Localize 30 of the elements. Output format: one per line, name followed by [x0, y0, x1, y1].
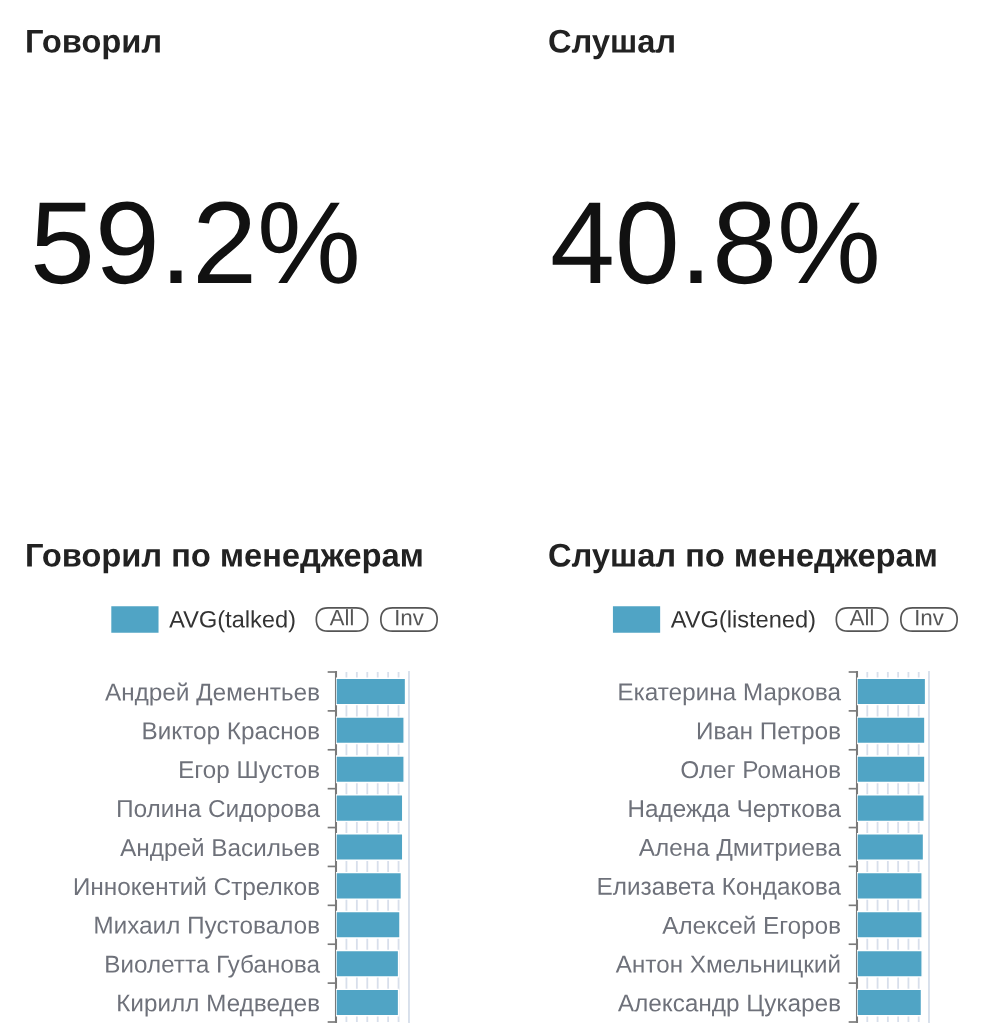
y-tick-label: Михаил Пустовалов [95, 916, 319, 939]
y-tick-label: Екатерина Маркова [619, 683, 842, 706]
text: Inv [916, 609, 944, 626]
text: All [849, 609, 873, 626]
y-tick-label: Иван Петров [697, 722, 840, 745]
y-tick-label: Кирилл Медведев [118, 994, 319, 1017]
y-tick-label: Елизавета Кондакова [598, 877, 842, 900]
y-tick-label: Андрей Васильев [120, 837, 319, 862]
text: Inv [396, 609, 424, 626]
y-tick-label: Виолетта Губанова [106, 954, 321, 978]
text: 59.2% [34, 201, 357, 285]
y-tick-label: Антон Хмельницкий [615, 954, 840, 978]
y-tick-label: Александр Цукарев [617, 994, 840, 1017]
y-tick-label: Виктор Краснов [143, 722, 319, 745]
y-tick-label: Олег Романов [681, 761, 840, 779]
text: Слушал [549, 29, 674, 60]
text: AVG(talked) [169, 610, 295, 633]
y-tick-label: Алексей Егоров [662, 915, 840, 939]
chart-title: Слушал по менеджерам [549, 543, 936, 574]
y-tick-label: Алена Дмитриева [638, 839, 842, 861]
text: Говорил [27, 29, 160, 60]
text: AVG(listened) [670, 610, 815, 633]
chart-title: Говорил по менеджерам [27, 543, 422, 574]
text: 40.8% [552, 201, 877, 285]
y-tick-label: Андрей Дементьев [105, 682, 319, 706]
text: All [329, 609, 353, 626]
y-tick-label: Егор Шустов [180, 761, 319, 784]
y-tick-label: Полина Сидорова [118, 799, 321, 822]
y-tick-label: Надежда Черткова [629, 800, 842, 822]
y-tick-label: Иннокентий Стрелков [74, 876, 319, 900]
